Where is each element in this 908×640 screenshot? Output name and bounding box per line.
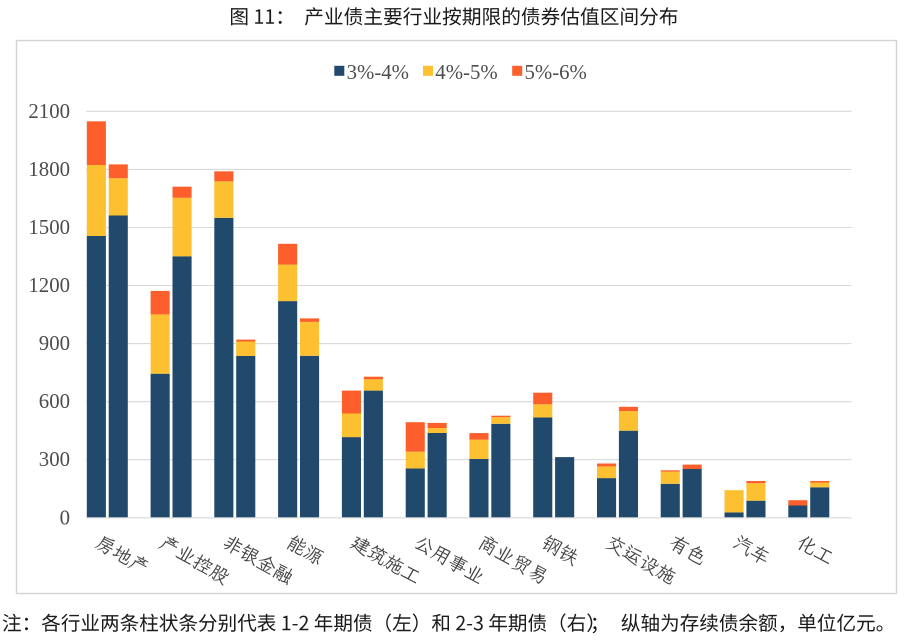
svg-text:5%-6%: 5%-6% [525,61,587,84]
svg-text:1500: 1500 [28,216,70,239]
svg-text:600: 600 [39,390,70,413]
svg-text:0: 0 [60,506,70,529]
svg-text:300: 300 [39,448,70,471]
svg-text:900: 900 [39,332,70,355]
svg-text:3%-4%: 3%-4% [347,61,409,84]
svg-text:1200: 1200 [28,274,70,297]
svg-text:2100: 2100 [28,100,70,123]
svg-text:1800: 1800 [28,158,70,181]
svg-text:4%-5%: 4%-5% [435,61,497,84]
